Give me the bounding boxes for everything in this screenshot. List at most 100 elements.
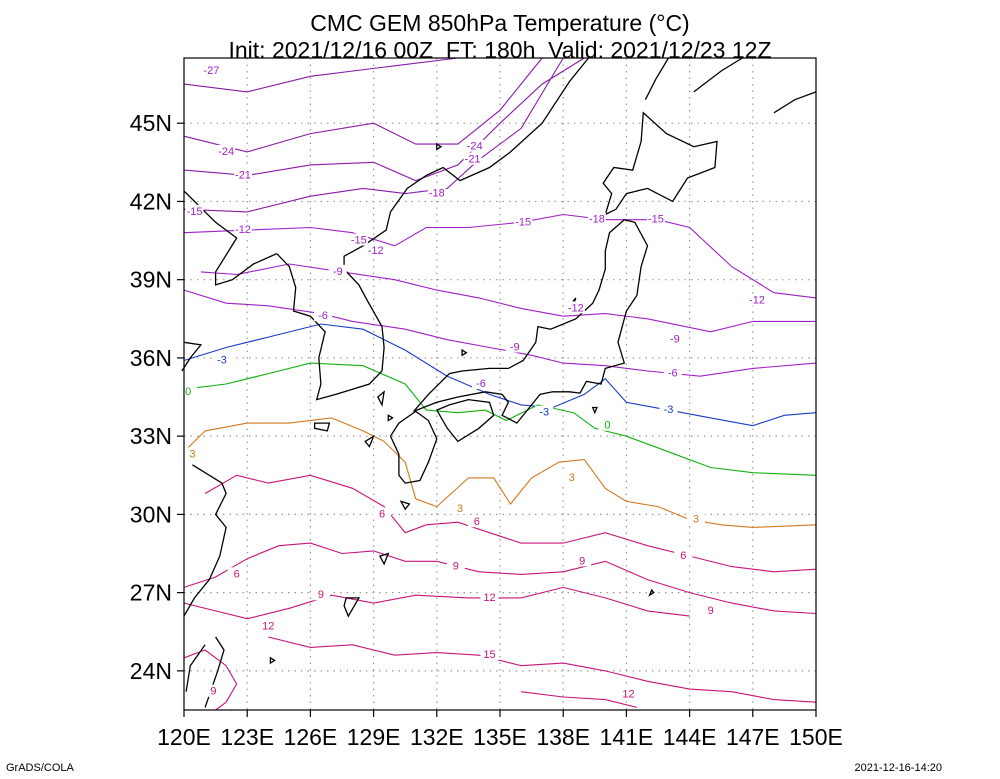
contour-label: 15 (483, 649, 495, 661)
contour-label-bg (373, 507, 392, 520)
lat-tick-label: 42N (130, 188, 172, 214)
lon-tick-label: 141E (600, 724, 654, 750)
contour-label: -12 (235, 224, 251, 236)
contour-label: 6 (680, 550, 686, 562)
coastlines (181, 57, 817, 708)
island-outline (313, 422, 331, 432)
isotherm-line (183, 586, 690, 620)
contour-label-bg (686, 512, 705, 525)
contour-label: 9 (708, 605, 714, 617)
contour-label-bg (185, 204, 204, 217)
island-outline (436, 142, 443, 151)
contour-label-bg (566, 301, 585, 314)
contour-label: -12 (568, 302, 584, 314)
contour-label-bg (674, 549, 693, 562)
contour-label: 3 (569, 472, 575, 484)
contour-label-bg (446, 559, 465, 572)
lat-tick-label: 24N (130, 658, 172, 684)
contour-label: -18 (429, 188, 445, 200)
lat-tick-label: 39N (130, 267, 172, 293)
contour-label-bg (562, 470, 581, 483)
coastline (413, 218, 649, 424)
contour-label: -3 (217, 355, 227, 367)
contour-label: -15 (351, 235, 367, 247)
contour-label: -15 (648, 214, 664, 226)
contour-label: -3 (664, 404, 674, 416)
island-outline (387, 414, 394, 422)
coastline (183, 464, 227, 617)
lon-tick-label: 138E (536, 724, 590, 750)
isotherm-line (183, 57, 458, 93)
contour-label-bg (227, 567, 246, 580)
contour-label-bg (467, 515, 486, 528)
contour-label: -21 (235, 169, 251, 181)
contour-label: 6 (379, 508, 385, 520)
contour-label: 6 (474, 516, 480, 528)
isotherm-line (268, 636, 817, 703)
coastline (181, 341, 203, 372)
contour-label: -12 (749, 295, 765, 307)
contour-label-bg (183, 447, 202, 460)
contour-label: 3 (693, 514, 699, 526)
contour-label: -9 (510, 341, 520, 353)
map-subtitle: Init: 2021/12/16 00Z FT: 180h Valid: 202… (228, 37, 772, 63)
contour-label: 3 (189, 448, 195, 460)
lon-tick-label: 126E (284, 724, 338, 750)
contour-label-bg (505, 340, 524, 353)
axis-ticks: 120E 123E 126E 129E 132E 135E 138E 141E 144E 147E… (130, 110, 843, 750)
coastline (185, 644, 206, 692)
isotherm-line (183, 57, 564, 213)
contour-label: -15 (187, 206, 203, 218)
map-title: CMC GEM 850hPa Temperature (°C) (310, 10, 690, 36)
lat-tick-label: 36N (130, 345, 172, 371)
island-outline (648, 588, 655, 597)
contour-label: 9 (318, 589, 324, 601)
coastline (602, 111, 718, 216)
contour-label-bg (663, 366, 682, 379)
contour-label-bg (472, 377, 491, 389)
contour-label-bg (665, 332, 684, 345)
contour-label: -6 (476, 378, 486, 390)
contour-label-bg (646, 212, 665, 225)
isotherm-line (200, 263, 816, 333)
lon-tick-label: 150E (789, 724, 843, 750)
lon-tick-label: 147E (726, 724, 780, 750)
island-outline (376, 390, 386, 407)
coastline (389, 410, 438, 484)
isotherm-line (183, 57, 543, 153)
island-outline (269, 656, 276, 665)
coastline (436, 398, 495, 443)
contour-labels: -27-24-21-15-12-15-12-9-6-24-21-18-15 -18… (179, 64, 767, 700)
contour-label-bg (535, 405, 554, 418)
lon-tick-label: 123E (220, 724, 274, 750)
island-outline (378, 552, 390, 566)
lon-tick-label: 132E (410, 724, 464, 750)
contour-label: -6 (668, 368, 678, 380)
contour-label: 6 (234, 568, 240, 580)
contour-label: -9 (670, 334, 680, 346)
contour-label-bg (259, 619, 278, 632)
isotherm-line (521, 691, 638, 708)
contour-label-bg (598, 418, 617, 431)
contour-label-bg (202, 64, 221, 77)
isotherm-line (183, 649, 238, 711)
contour-label-bg (217, 144, 236, 157)
software-credit: GrADS/COLA (6, 762, 74, 774)
contour-label-bg (659, 403, 678, 416)
contour-label-bg (465, 139, 484, 152)
contour-label: 9 (579, 555, 585, 567)
contour-label: -3 (539, 407, 549, 419)
coastline (276, 57, 590, 401)
map-gridlines (184, 58, 816, 710)
temperature-contours (183, 57, 817, 711)
contour-label: -24 (218, 146, 234, 158)
contour-label: 9 (210, 686, 216, 698)
contour-label-bg (233, 168, 252, 181)
contour-label: -21 (465, 154, 481, 166)
contour-label: 9 (453, 561, 459, 573)
lon-tick-label: 135E (473, 724, 527, 750)
contour-label: -27 (203, 65, 219, 77)
lon-tick-label: 129E (347, 724, 401, 750)
contour-label: 12 (483, 592, 495, 604)
